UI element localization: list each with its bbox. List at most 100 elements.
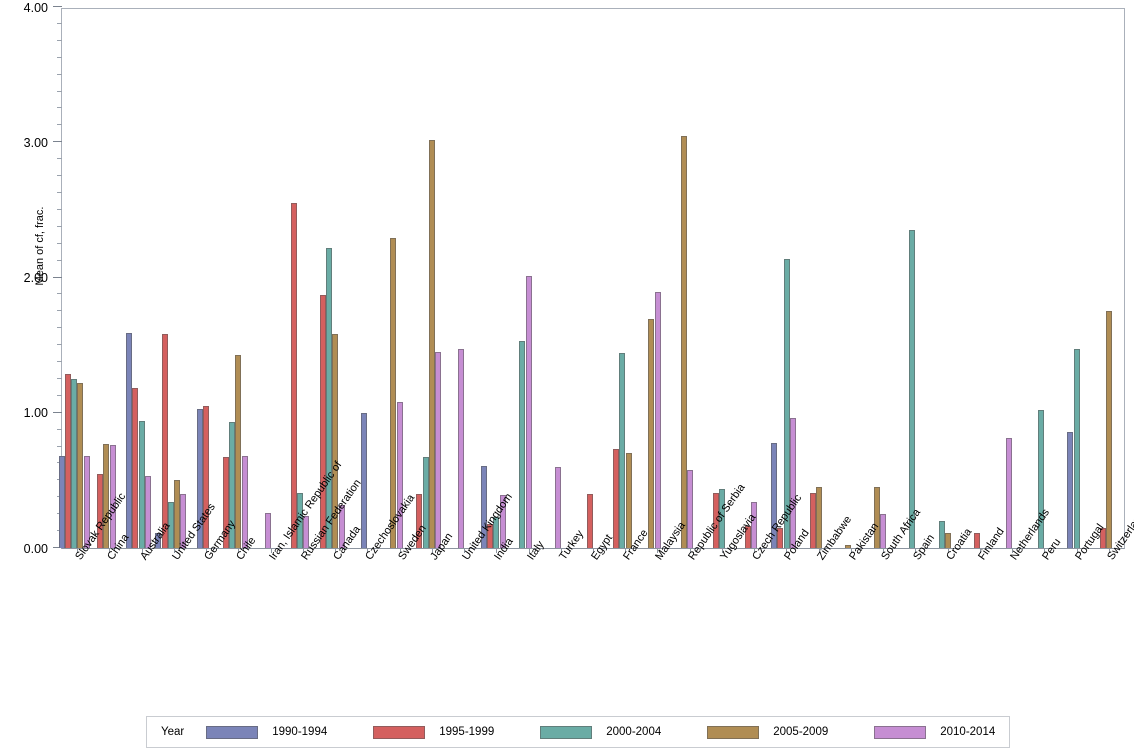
bar (241, 456, 248, 548)
bar (83, 456, 90, 548)
bar (771, 442, 777, 548)
bar (815, 487, 822, 548)
bar (126, 332, 133, 548)
x-axis-tick (496, 549, 498, 553)
bar (554, 466, 561, 548)
bar (338, 504, 345, 548)
x-axis-tick (850, 549, 852, 553)
y-axis-minor-tick (57, 225, 62, 227)
x-axis-tick (657, 549, 659, 553)
legend-item[interactable]: 2010-2014 (874, 725, 996, 739)
x-axis-tick (302, 549, 304, 553)
bar (180, 493, 187, 548)
x-axis-tick (206, 549, 208, 553)
y-axis-tick-label: 4.00 (23, 0, 48, 15)
x-axis-tick (109, 549, 111, 553)
bar (428, 139, 435, 548)
y-axis-minor-tick (57, 377, 62, 379)
bar (619, 353, 626, 548)
y-axis-minor-tick (57, 39, 62, 41)
x-axis-tick (367, 549, 369, 553)
y-axis-minor-tick (57, 394, 62, 396)
y-axis-minor-tick (57, 158, 62, 160)
bar (1067, 431, 1074, 548)
y-axis-minor-tick (57, 445, 62, 447)
y-axis-tick-label: 1.00 (23, 406, 48, 421)
y-axis-minor-tick (57, 90, 62, 92)
y-axis-tick-label: 0.00 (23, 541, 48, 556)
legend-swatch (874, 725, 927, 739)
bar (97, 473, 104, 548)
bar (1038, 410, 1045, 548)
bar (325, 247, 332, 548)
bar (1006, 438, 1013, 548)
bar (235, 354, 242, 548)
bar (203, 406, 210, 548)
bar (944, 533, 951, 548)
x-axis-tick (689, 549, 691, 553)
y-axis-minor-tick (57, 107, 62, 109)
y-axis-title: Mean of cf, frac. (34, 206, 46, 286)
bar (103, 443, 110, 548)
x-axis-tick (528, 549, 530, 553)
legend-item[interactable]: 1995-1999 (373, 725, 494, 739)
x-axis-tick (915, 549, 917, 553)
x-axis-tick (173, 549, 175, 553)
y-axis-minor-tick (57, 242, 62, 244)
y-axis-major-tick (53, 276, 62, 278)
bar (493, 516, 500, 548)
y-axis-major-tick (53, 411, 62, 413)
bar (777, 527, 784, 548)
y-axis-minor-tick (57, 124, 62, 126)
x-axis-tick (979, 549, 981, 553)
bar (751, 502, 758, 548)
bar (809, 492, 816, 548)
y-axis-minor-tick (57, 208, 62, 210)
bar (480, 465, 487, 548)
bar (625, 453, 632, 548)
x-axis-tick (1012, 549, 1014, 553)
bar (612, 449, 619, 548)
x-axis-tick (625, 549, 627, 553)
legend-swatch (373, 725, 426, 739)
x-axis-tick (786, 549, 788, 553)
bar (229, 422, 236, 548)
bar (458, 349, 465, 548)
bar (1099, 527, 1106, 548)
y-axis-minor-tick (57, 73, 62, 75)
bar (422, 457, 429, 548)
bar (58, 456, 65, 548)
bar (654, 292, 661, 548)
bar (167, 502, 174, 548)
bar (132, 388, 139, 548)
x-axis-tick (818, 549, 820, 553)
legend-item[interactable]: 2000-2004 (540, 725, 661, 739)
legend-swatch (707, 725, 760, 739)
y-axis-minor-tick (57, 327, 62, 329)
bar (296, 492, 303, 548)
legend-label: 2010-2014 (940, 726, 996, 738)
legend-label: 2005-2009 (773, 726, 829, 738)
bar (1073, 349, 1080, 548)
y-axis-minor-tick (57, 293, 62, 295)
bar (264, 512, 271, 548)
bar (435, 351, 442, 548)
legend-label: 1990-1994 (272, 726, 328, 738)
legend-item[interactable]: 1990-1994 (206, 725, 328, 739)
y-axis-minor-tick (57, 259, 62, 261)
y-axis-tick-label: 2.00 (23, 271, 48, 285)
y-axis-minor-tick (57, 428, 62, 430)
legend-item[interactable]: 2005-2009 (707, 725, 829, 739)
bar (844, 545, 851, 548)
bar (332, 334, 339, 548)
y-axis-major-tick (53, 141, 62, 143)
y-axis-minor-tick (57, 191, 62, 193)
y-axis-minor-tick (57, 22, 62, 24)
bar (109, 445, 116, 548)
bar (390, 238, 397, 548)
bar (499, 495, 506, 548)
y-axis-major-tick (53, 547, 62, 548)
bar (783, 258, 790, 548)
legend-swatch (206, 725, 259, 739)
x-axis-tick (1076, 549, 1078, 553)
